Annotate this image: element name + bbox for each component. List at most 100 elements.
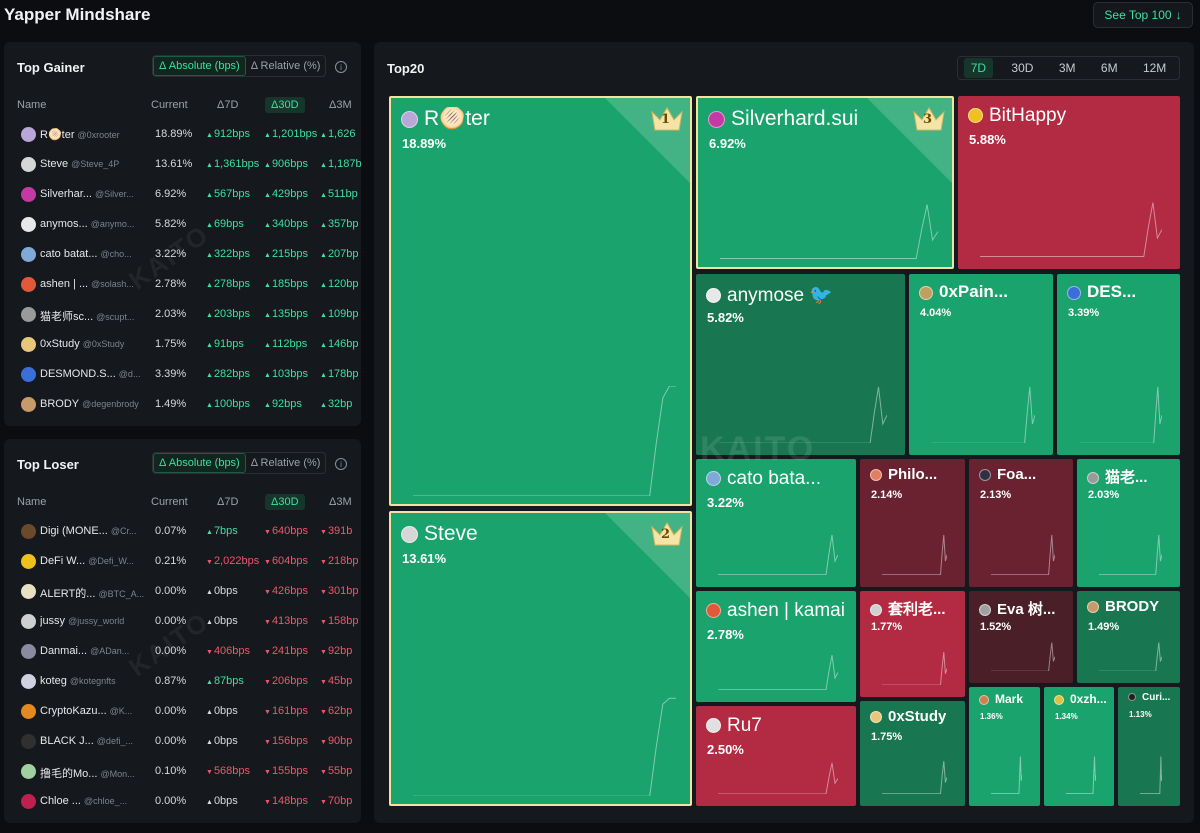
table-row[interactable]: Danmai... @ADan... 0.00% ▼406bps ▼241bps ▼92b… — [4, 637, 361, 667]
row-handle: @Silver... — [94, 189, 134, 199]
row-handle: @scupt... — [96, 312, 135, 322]
treemap-tile[interactable]: Ru7 2.50% — [696, 706, 856, 806]
treemap-tile[interactable]: DES... 3.39% — [1057, 274, 1180, 455]
treemap-tile[interactable]: ashen | kamai 2.78% — [696, 591, 856, 702]
trend-arrow-icon: ▲ — [320, 162, 327, 169]
treemap-tile[interactable]: 0xzh... 1.34% — [1044, 687, 1114, 806]
table-row[interactable]: R🫓ter @0xrooter 18.89% ▲912bps ▲1,201bps ▲1,6… — [4, 120, 361, 150]
table-row[interactable]: 撸毛的Mo... @Mon... 0.10% ▼568bps ▼155bps ▼55bp — [4, 757, 361, 787]
table-row[interactable]: Chloe ... @chloe_... 0.00% ▲0bps ▼148bps ▼70b… — [4, 787, 361, 817]
tile-name-text: Eva 树... — [997, 601, 1056, 618]
loser-absolute-option[interactable]: Δ Absolute (bps) — [153, 453, 246, 473]
trend-arrow-icon: ▲ — [320, 192, 327, 199]
tile-percent: 1.52% — [980, 621, 1012, 633]
tile-percent: 4.04% — [920, 307, 952, 319]
table-row[interactable]: jussy @jussy_world 0.00% ▲0bps ▼413bps ▼158bp — [4, 607, 361, 637]
table-row[interactable]: DESMOND.S... @d... 3.39% ▲282bps ▲103bps ▲178… — [4, 360, 361, 390]
row-7d-value: 87bps — [213, 675, 244, 687]
row-30d: ▲906bps — [264, 158, 308, 170]
tile-percent: 2.03% — [1088, 489, 1120, 501]
loser-relative-option[interactable]: Δ Relative (%) — [250, 457, 321, 469]
table-row[interactable]: ALERT的... @BTC_A... 0.00% ▲0bps ▼426bps ▼301b… — [4, 577, 361, 607]
avatar — [21, 247, 36, 262]
row-7d: ▼568bps — [206, 765, 250, 777]
treemap-tile[interactable]: Eva 树... 1.52% — [969, 591, 1073, 683]
sparkline — [882, 651, 947, 685]
row-3m-value: 70bp — [327, 795, 353, 807]
table-row[interactable]: Silverhar... @Silver... 6.92% ▲567bps ▲429bp… — [4, 180, 361, 210]
col-7d[interactable]: Δ7D — [217, 99, 239, 111]
table-row[interactable]: 猫老师sc... @scupt... 2.03% ▲203bps ▲135bps ▲109… — [4, 300, 361, 330]
treemap-tile[interactable]: cato bata... 3.22% — [696, 459, 856, 587]
table-row[interactable]: koteg @kotegnfts 0.87% ▲87bps ▼206bps ▼45bp — [4, 667, 361, 697]
row-3m-value: 207bp — [327, 248, 359, 260]
gainer-relative-option[interactable]: Δ Relative (%) — [250, 60, 321, 72]
table-row[interactable]: Steve @Steve_4P 13.61% ▲1,361bps ▲906bps ▲1,1… — [4, 150, 361, 180]
top-gainer-title: Top Gainer — [17, 60, 85, 75]
info-icon[interactable]: i — [335, 61, 347, 73]
row-3m-value: 391b — [327, 525, 353, 537]
treemap-tile[interactable]: BRODY 1.49% — [1077, 591, 1180, 683]
row-7d-value: 2,022bps — [213, 555, 260, 567]
treemap-tile[interactable]: Mark 1.36% — [969, 687, 1040, 806]
table-row[interactable]: anymos... @anymo... 5.82% ▲69bps ▲340bps ▲357… — [4, 210, 361, 240]
info-icon[interactable]: i — [335, 458, 347, 470]
table-row[interactable]: CryptoKazu... @K... 0.00% ▲0bps ▼161bps ▼62bp — [4, 697, 361, 727]
col-current[interactable]: Current — [151, 99, 188, 111]
row-handle: @jussy_world — [68, 616, 125, 626]
table-row[interactable]: ashen | ... @solash... 2.78% ▲278bps ▲185bps… — [4, 270, 361, 300]
row-handle: @degenbrody — [82, 399, 139, 409]
treemap-tile[interactable]: 0xPain... 4.04% — [909, 274, 1053, 455]
row-3m: ▲511bp — [320, 188, 358, 200]
tile-name-text: BRODY — [1105, 598, 1160, 615]
table-row[interactable]: Digi (MONE... @Cr... 0.07% ▲7bps ▼640bps ▼391… — [4, 517, 361, 547]
treemap-tile[interactable]: 套利老... 1.77% — [860, 591, 965, 697]
row-3m: ▼158bp — [320, 615, 359, 627]
treemap-tile[interactable]: R🫓ter 18.89% 1 — [389, 96, 692, 506]
tile-name: cato bata... — [706, 468, 821, 490]
treemap-tile[interactable]: 0xStudy 1.75% — [860, 701, 965, 806]
row-3m: ▼218bp — [320, 555, 359, 567]
tab-6m[interactable]: 6M — [1100, 61, 1118, 75]
table-row[interactable]: DeFi W... @Defi_W... 0.21% ▼2,022bps ▼604bps… — [4, 547, 361, 577]
treemap-tile[interactable]: anymose 🐦 5.82% — [696, 274, 905, 455]
tab-12m[interactable]: 12M — [1142, 61, 1167, 75]
col-current[interactable]: Current — [151, 496, 188, 508]
treemap-tile[interactable]: Foa... 2.13% — [969, 459, 1073, 587]
tile-name: Curi... — [1128, 692, 1170, 703]
treemap-tile[interactable]: Silverhard.sui 6.92% 3 — [696, 96, 954, 269]
gainer-absolute-option[interactable]: Δ Absolute (bps) — [153, 56, 246, 76]
tab-3m[interactable]: 3M — [1058, 61, 1076, 75]
col-30d[interactable]: Δ30D — [265, 494, 305, 510]
tile-percent: 2.78% — [707, 627, 744, 642]
row-7d: ▲912bps — [206, 128, 250, 140]
sparkline — [991, 642, 1055, 671]
treemap-tile[interactable]: 猫老... 2.03% — [1077, 459, 1180, 587]
tab-7d[interactable]: 7D — [963, 58, 994, 78]
trend-arrow-icon: ▲ — [320, 372, 327, 379]
trend-arrow-icon: ▼ — [320, 799, 327, 806]
trend-arrow-icon: ▼ — [264, 559, 271, 566]
treemap-tile[interactable]: Steve 13.61% 2 — [389, 511, 692, 806]
trend-arrow-icon: ▼ — [264, 589, 271, 596]
table-row[interactable]: 0xStudy @0xStudy 1.75% ▲91bps ▲112bps ▲146bp — [4, 330, 361, 360]
row-display-name: koteg — [40, 675, 67, 687]
table-row[interactable]: cato batat... @cho... 3.22% ▲322bps ▲215bps ▲… — [4, 240, 361, 270]
row-30d: ▲92bps — [264, 398, 302, 410]
tab-30d[interactable]: 30D — [1011, 61, 1034, 75]
treemap-tile[interactable]: Philo... 2.14% — [860, 459, 965, 587]
see-top-100-button[interactable]: See Top 100 ↓ — [1093, 2, 1193, 28]
treemap-tile[interactable]: BitHappy 5.88% — [958, 96, 1180, 269]
table-row[interactable]: BLACK J... @defi_... 0.00% ▲0bps ▼156bps ▼90b… — [4, 727, 361, 757]
tile-percent: 3.39% — [1068, 307, 1100, 319]
treemap-tile[interactable]: Curi... 1.13% — [1118, 687, 1180, 806]
col-30d[interactable]: Δ30D — [265, 97, 305, 113]
row-name: Digi (MONE... @Cr... — [40, 525, 136, 537]
avatar — [21, 644, 36, 659]
row-3m: ▼391b — [320, 525, 352, 537]
table-row[interactable]: BRODY @degenbrody 1.49% ▲100bps ▲92bps ▲32bp — [4, 390, 361, 420]
col-3m[interactable]: Δ3M — [329, 496, 352, 508]
col-3m[interactable]: Δ3M — [329, 99, 352, 111]
trend-arrow-icon: ▲ — [320, 252, 327, 259]
col-7d[interactable]: Δ7D — [217, 496, 239, 508]
